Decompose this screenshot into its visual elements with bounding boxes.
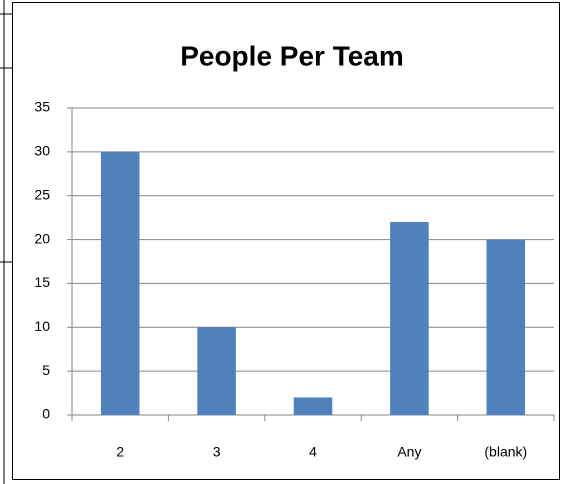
- x-tick-label: (blank): [484, 444, 527, 460]
- y-tick-label: 15: [34, 274, 50, 290]
- x-tick-label: Any: [397, 444, 421, 460]
- bar: [293, 397, 333, 415]
- y-tick-label: 25: [34, 186, 50, 202]
- bar: [486, 239, 526, 415]
- y-tick-label: 35: [34, 99, 50, 115]
- y-tick-label: 0: [42, 406, 50, 422]
- sheet-edge: [0, 0, 12, 484]
- x-tick-label: 4: [309, 444, 317, 460]
- y-tick-label: 5: [42, 362, 50, 378]
- x-tick-label: 2: [116, 444, 124, 460]
- y-tick-label: 10: [34, 318, 50, 334]
- chart-title: People Per Team: [180, 40, 404, 71]
- y-tick-label: 30: [34, 143, 50, 159]
- x-tick-label: 3: [213, 444, 221, 460]
- y-tick-label: 20: [34, 230, 50, 246]
- bar: [390, 222, 429, 415]
- chart-frame: [12, 2, 560, 480]
- bar: [197, 327, 236, 415]
- bar: [100, 151, 140, 415]
